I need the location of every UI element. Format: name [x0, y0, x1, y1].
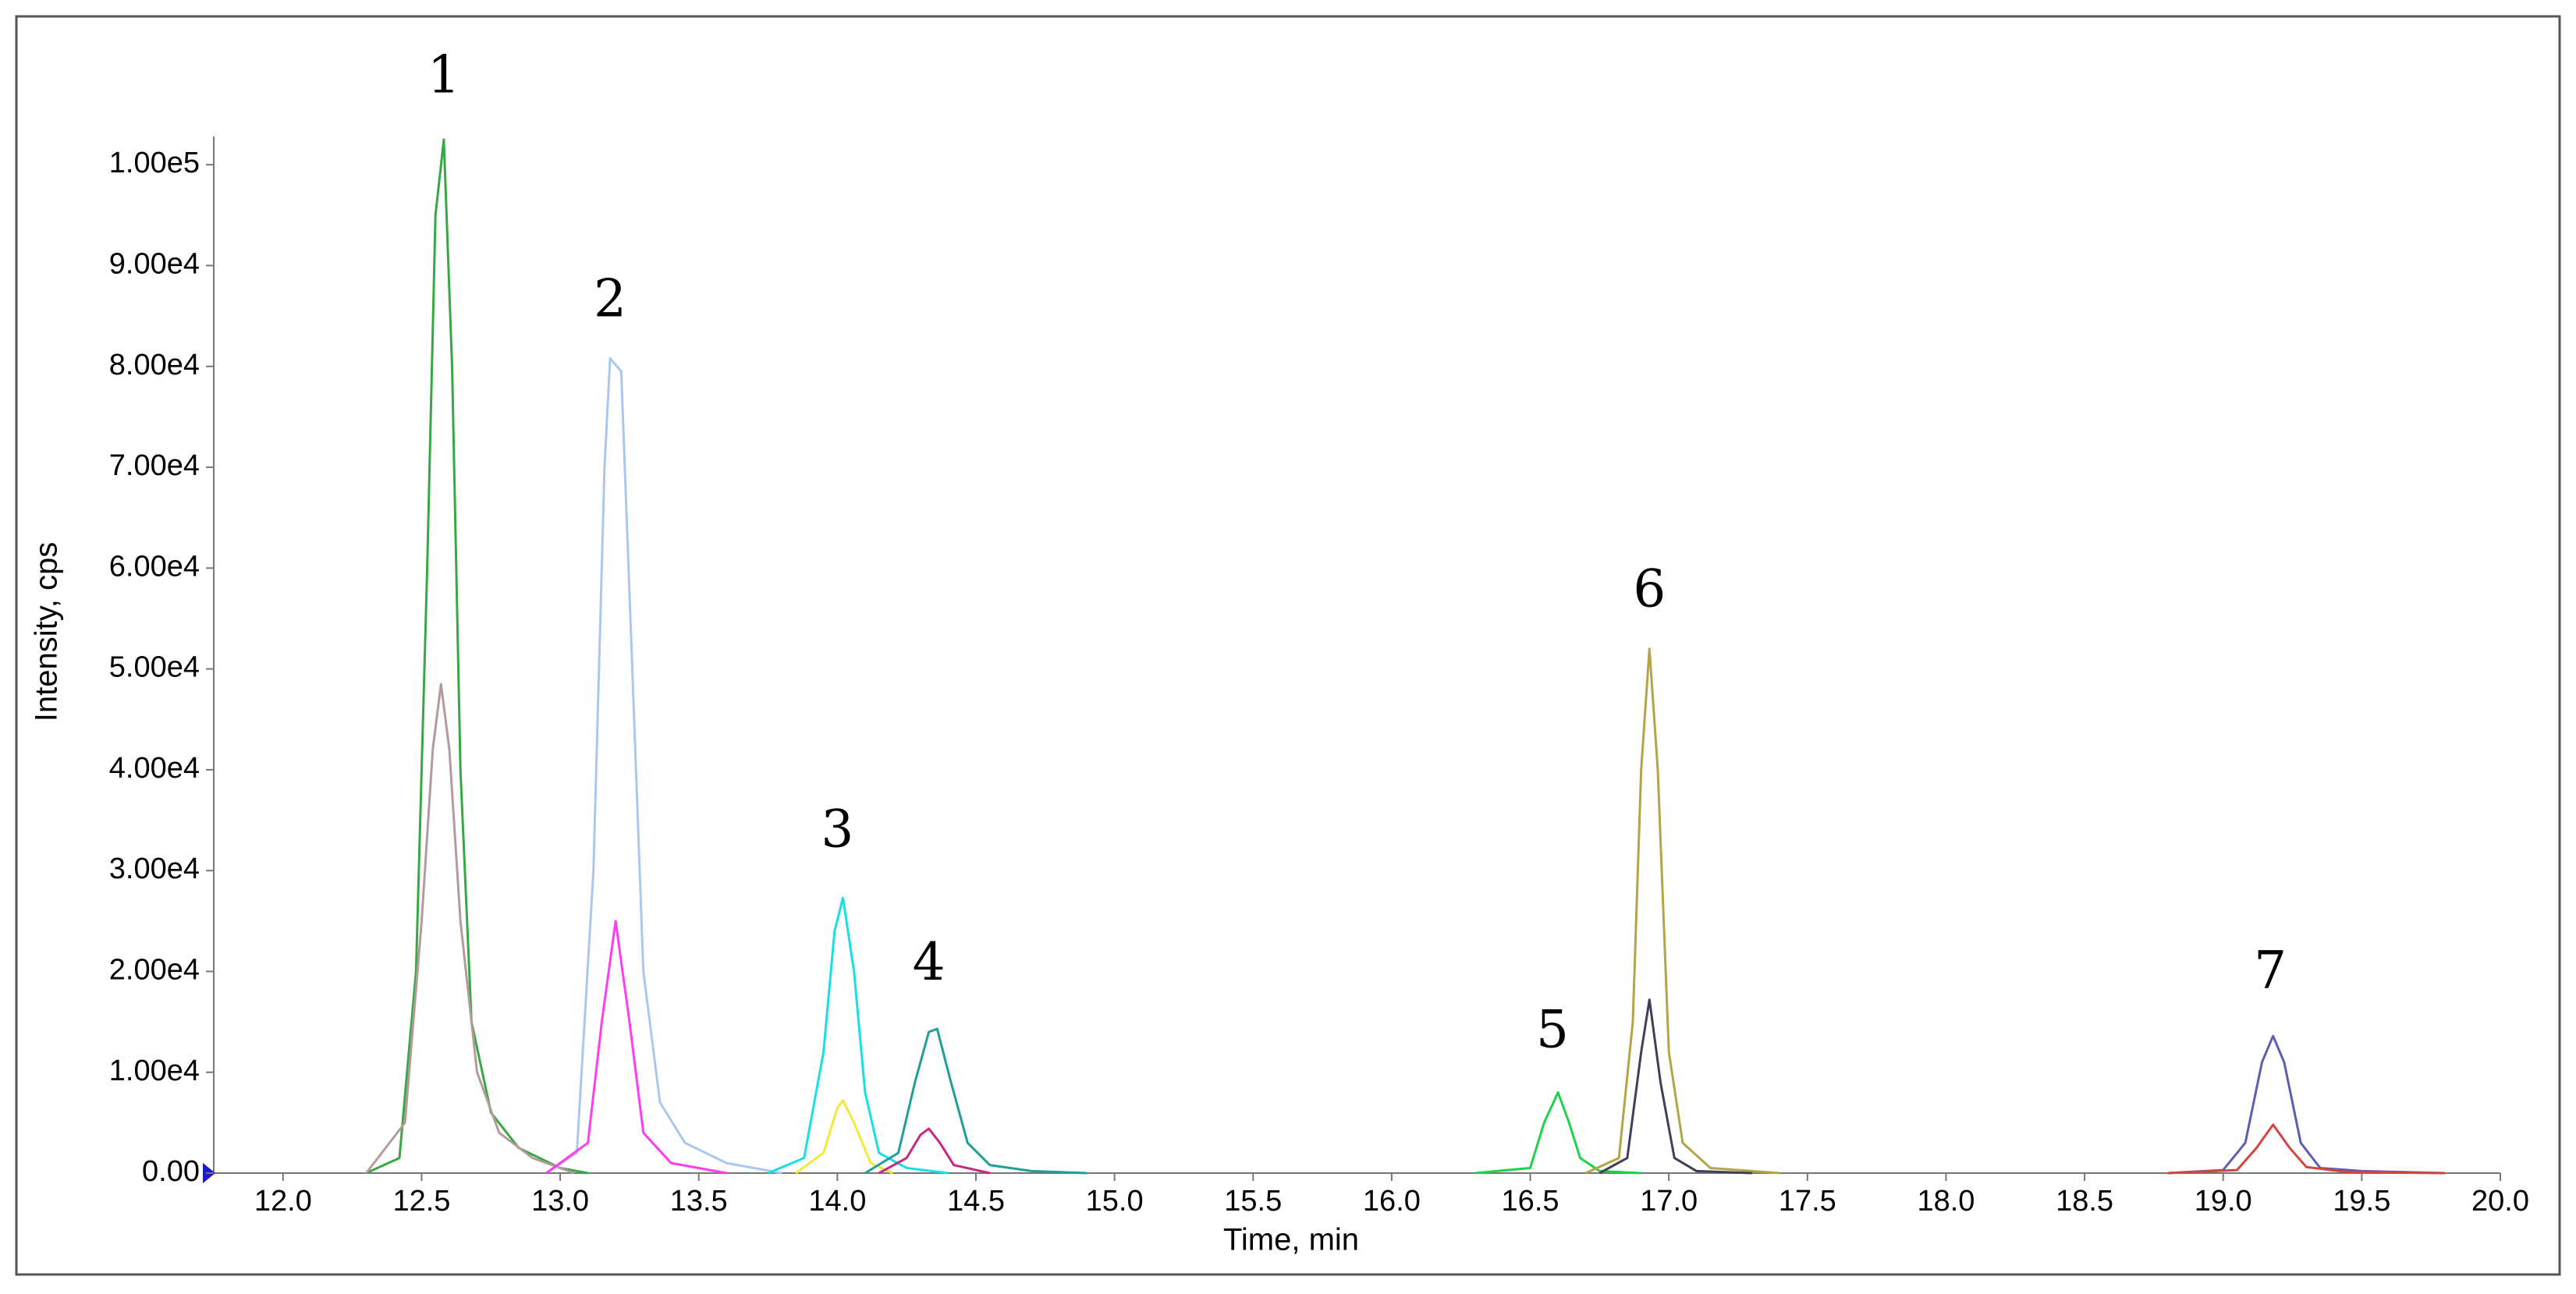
- trace: [2167, 1034, 2445, 1175]
- trace: [864, 1027, 1088, 1175]
- y-tick-label: 3.00e4: [109, 853, 200, 885]
- trace: [545, 920, 727, 1175]
- peak-label: 2: [594, 268, 626, 328]
- peak-label: 1: [428, 44, 460, 105]
- x-tick-label: 12.0: [254, 1185, 312, 1218]
- trace: [2167, 1123, 2445, 1175]
- x-tick-label: 18.0: [1917, 1185, 1975, 1218]
- y-tick-label: 0.00: [142, 1155, 200, 1188]
- y-tick-label: 6.00e4: [109, 550, 200, 583]
- frame: [15, 15, 2561, 1276]
- y-tick-label: 1.00e4: [109, 1055, 200, 1087]
- x-tick-label: 16.0: [1363, 1185, 1421, 1218]
- x-tick-label: 15.5: [1224, 1185, 1282, 1218]
- x-tick-label: 14.5: [947, 1185, 1005, 1218]
- x-tick-label: 17.0: [1640, 1185, 1698, 1218]
- trace: [365, 682, 575, 1175]
- x-tick-label: 19.0: [2195, 1185, 2252, 1218]
- x-tick-label: 12.5: [392, 1185, 450, 1218]
- peak-label: 7: [2254, 940, 2287, 1000]
- trace: [767, 896, 949, 1175]
- y-tick-label: 4.00e4: [109, 752, 200, 785]
- trace: [878, 1127, 991, 1175]
- x-tick-label: 16.5: [1502, 1185, 1559, 1218]
- peak-label: 5: [1536, 1000, 1569, 1060]
- y-tick-label: 1.00e5: [109, 147, 200, 179]
- x-tick-label: 13.5: [670, 1185, 728, 1218]
- x-tick-label: 13.0: [531, 1185, 589, 1218]
- y-tick-label: 7.00e4: [109, 449, 200, 482]
- peak-label: 4: [913, 932, 946, 992]
- x-tick-label: 18.5: [2056, 1185, 2113, 1218]
- peak-label: 6: [1633, 559, 1666, 619]
- y-tick-label: 2.00e4: [109, 953, 200, 986]
- x-tick-label: 19.5: [2333, 1185, 2390, 1218]
- x-tick-label: 14.0: [808, 1185, 866, 1218]
- y-tick-label: 8.00e4: [109, 349, 200, 381]
- x-axis-title: Time, min: [1223, 1223, 1359, 1257]
- trace: [545, 356, 782, 1175]
- trace: [1598, 998, 1752, 1175]
- x-tick-label: 15.0: [1086, 1185, 1144, 1218]
- y-axis-title: Intensity, cps: [30, 542, 64, 721]
- peak-label: 3: [821, 799, 853, 859]
- trace: [1584, 647, 1780, 1175]
- y-tick-label: 9.00e4: [109, 248, 200, 281]
- x-tick-label: 17.5: [1779, 1185, 1836, 1218]
- x-tick-label: 20.0: [2471, 1185, 2529, 1218]
- y-tick-label: 5.00e4: [109, 651, 200, 684]
- trace: [795, 1099, 894, 1175]
